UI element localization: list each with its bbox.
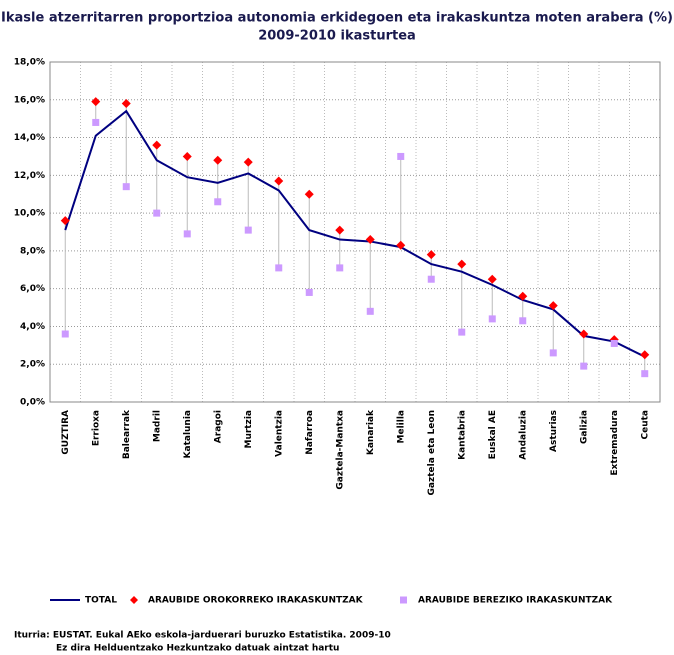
- square-marker: [122, 183, 130, 191]
- square-marker: [641, 370, 649, 378]
- x-tick-label: Euskal AE: [488, 410, 498, 459]
- diamond-marker: [152, 140, 162, 150]
- diamond-marker: [396, 240, 406, 250]
- diamond-marker: [121, 99, 131, 109]
- x-tick-label: Galizia: [579, 410, 589, 444]
- square-marker: [92, 118, 100, 126]
- y-tick-label: 4,0%: [20, 322, 45, 332]
- line: [64, 109, 646, 358]
- square-marker: [610, 339, 618, 347]
- diamond-marker: [274, 176, 284, 186]
- x-tick-label: Nafarroa: [305, 410, 315, 455]
- square-marker: [397, 152, 405, 160]
- diamond-marker: [335, 225, 345, 235]
- x-tick-label: Gaztela eta Leon: [427, 410, 437, 495]
- legend-label: ARAUBIDE BEREZIKO IRAKASKUNTZAK: [418, 596, 613, 606]
- legend-label: TOTAL: [85, 596, 117, 606]
- x-tick-label: Katalunia: [183, 410, 193, 458]
- x-tick-label: Murtzia: [244, 410, 254, 449]
- y-tick-label: 8,0%: [20, 246, 45, 256]
- y-tick-label: 0,0%: [20, 398, 45, 408]
- chart-title: Ikasle atzerritarren proportzioa autonom…: [1, 11, 673, 26]
- diamond-marker: [548, 301, 558, 311]
- diamond-marker: [426, 250, 436, 260]
- x-tick-label: Gaztela-Mantxa: [335, 410, 345, 490]
- y-tick-label: 2,0%: [20, 360, 45, 370]
- square-marker: [61, 330, 69, 338]
- square-marker: [305, 288, 313, 296]
- x-tick-label: Melilla: [396, 410, 406, 443]
- x-tick-label: GUZTIRA: [61, 410, 71, 455]
- square-marker: [488, 315, 496, 323]
- y-tick-label: 14,0%: [14, 133, 45, 143]
- square-marker: [458, 328, 466, 336]
- y-tick-label: 10,0%: [14, 209, 45, 219]
- x-tick-label: Kanariak: [366, 409, 376, 455]
- square-marker: [427, 275, 435, 283]
- x-tick-label: Ceuta: [640, 410, 650, 440]
- diamond-marker: [365, 235, 375, 245]
- square-marker: [519, 317, 527, 325]
- x-tick-label: Aragoi: [213, 410, 223, 443]
- square-marker: [336, 264, 344, 272]
- square-marker: [153, 209, 161, 217]
- diamond-marker: [304, 189, 314, 199]
- y-tick-label: 6,0%: [20, 284, 45, 294]
- diamond-marker: [243, 157, 253, 167]
- square-marker: [275, 264, 283, 272]
- x-tick-label: Asturias: [549, 410, 559, 452]
- x-tick-label: Andaluzia: [518, 410, 528, 460]
- square-marker: [244, 226, 252, 234]
- x-tick-label: Madril: [152, 410, 162, 442]
- x-tick-label: Extremadura: [610, 410, 620, 476]
- diamond-marker: [518, 291, 528, 301]
- diamond-marker: [60, 216, 70, 226]
- square-marker: [366, 307, 374, 315]
- x-tick-label: Errioxa: [91, 410, 101, 446]
- y-tick-label: 12,0%: [14, 171, 45, 181]
- chart-subtitle: 2009-2010 ikasturtea: [258, 29, 416, 44]
- y-tick-label: 16,0%: [14, 95, 45, 105]
- square-marker: [549, 349, 557, 357]
- x-tick-label: Valentzia: [274, 410, 284, 457]
- source: Ez dira Helduentzako Hezkuntzako datuak …: [56, 644, 339, 654]
- x-tick-label: Balearrak: [122, 409, 132, 459]
- diamond-marker: [91, 97, 101, 107]
- diamond-marker: [487, 274, 497, 284]
- square-marker: [214, 198, 222, 206]
- diamond-marker: [182, 151, 192, 161]
- source: Iturria: EUSTAT. Eukal AEko eskola-jardu…: [14, 631, 391, 641]
- plot-frame: [49, 61, 661, 403]
- diamond-marker: [640, 350, 650, 360]
- legend-label: ARAUBIDE OROKORREKO IRAKASKUNTZAK: [148, 596, 364, 606]
- legend-swatch: [400, 596, 407, 604]
- diamond-marker: [457, 259, 467, 269]
- square-marker: [183, 230, 191, 238]
- y-tick-label: 18,0%: [14, 58, 45, 68]
- x-tick-label: Kantabria: [457, 410, 467, 460]
- square-marker: [580, 362, 588, 370]
- legend-swatch: [130, 596, 138, 604]
- diamond-marker: [213, 155, 223, 165]
- diamond-marker: [579, 329, 589, 339]
